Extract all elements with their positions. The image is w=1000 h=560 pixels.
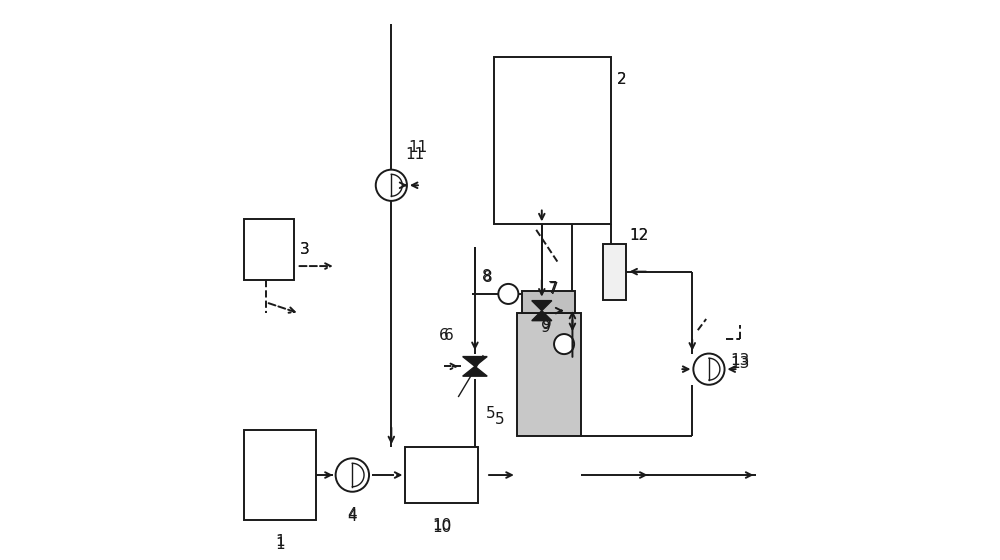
Bar: [603, 244, 626, 300]
Bar: [244, 431, 316, 520]
Text: 6: 6: [444, 328, 454, 343]
Text: 2: 2: [617, 72, 627, 87]
Text: 6: 6: [439, 328, 448, 343]
Text: 13: 13: [730, 356, 750, 371]
Bar: [244, 219, 294, 280]
Text: 7: 7: [547, 281, 557, 296]
Text: 2: 2: [617, 72, 627, 87]
Text: 5: 5: [486, 406, 496, 421]
Text: 9: 9: [542, 317, 552, 332]
Polygon shape: [532, 311, 552, 321]
Text: 4: 4: [348, 507, 357, 521]
Text: 12: 12: [629, 228, 649, 243]
Text: 8: 8: [482, 269, 491, 283]
Bar: [517, 314, 581, 436]
Text: 10: 10: [432, 520, 451, 535]
Text: 4: 4: [348, 509, 357, 524]
Text: 11: 11: [408, 140, 427, 155]
Text: 8: 8: [483, 270, 493, 284]
Text: 12: 12: [629, 228, 649, 243]
Text: 7: 7: [548, 282, 558, 297]
Bar: [494, 57, 611, 224]
Text: 1: 1: [275, 537, 285, 552]
Bar: [522, 291, 575, 314]
Circle shape: [554, 334, 574, 354]
Text: 3: 3: [299, 242, 309, 257]
Circle shape: [376, 170, 407, 201]
Circle shape: [498, 284, 518, 304]
Text: 10: 10: [432, 517, 451, 533]
Polygon shape: [463, 357, 487, 366]
Text: 13: 13: [730, 353, 750, 368]
Circle shape: [693, 353, 725, 385]
Circle shape: [336, 458, 369, 492]
Text: 3: 3: [299, 242, 309, 257]
Bar: [405, 447, 478, 503]
Polygon shape: [532, 301, 552, 311]
Text: 9: 9: [541, 320, 550, 335]
Text: 11: 11: [405, 147, 425, 162]
Polygon shape: [463, 366, 487, 376]
Text: 5: 5: [494, 412, 504, 427]
Text: 1: 1: [275, 534, 285, 549]
